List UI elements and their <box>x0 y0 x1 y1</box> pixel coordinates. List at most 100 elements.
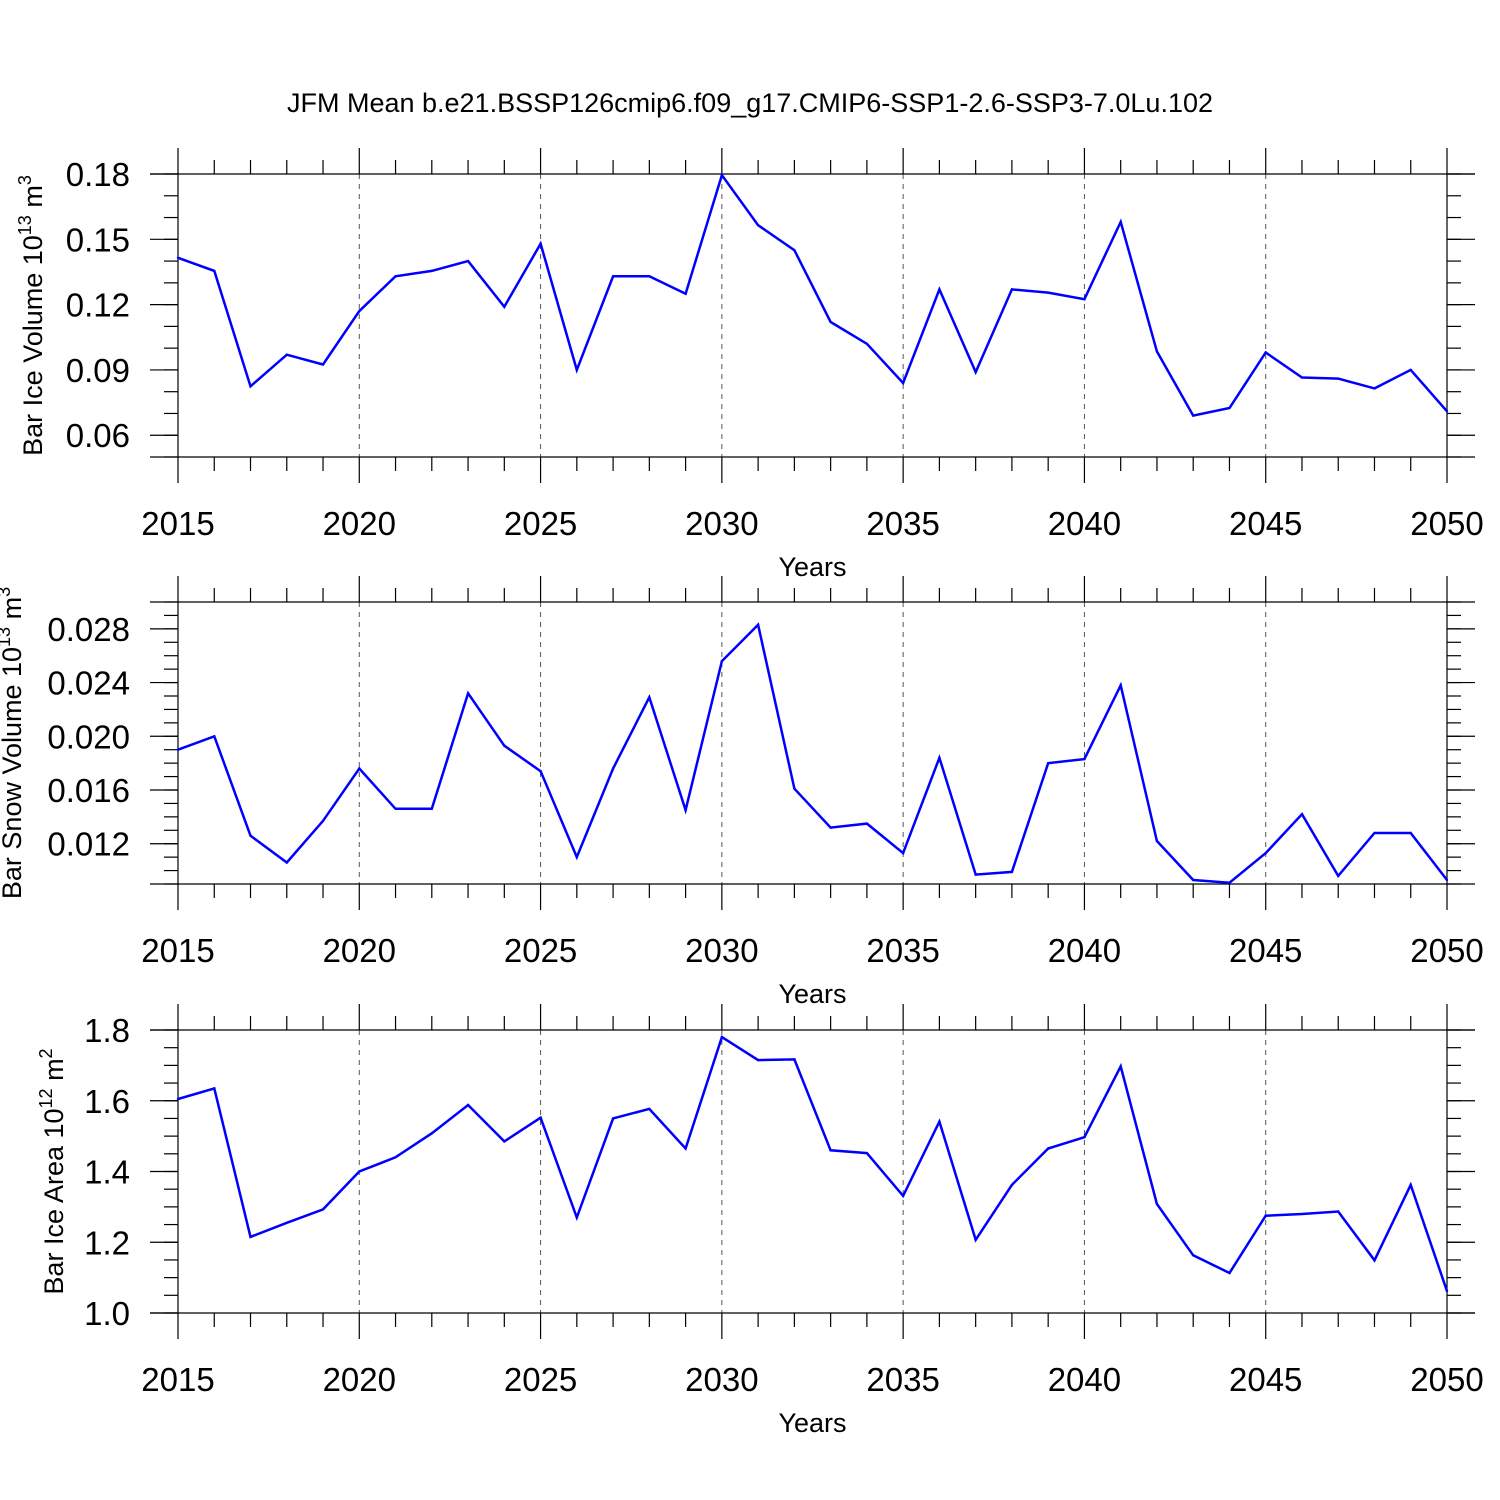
y-tick-label: 0.18 <box>66 156 130 193</box>
data-point <box>684 292 687 295</box>
data-point <box>1119 220 1122 224</box>
x-axis-title: Years <box>778 979 846 1009</box>
data-point <box>575 368 579 372</box>
data-point <box>575 855 579 859</box>
y-tick-label: 0.12 <box>66 287 130 324</box>
x-tick-label: 2035 <box>866 932 939 969</box>
data-point <box>394 275 397 278</box>
y-tick-label: 0.06 <box>66 417 130 454</box>
data-point <box>1228 1271 1231 1275</box>
x-tick-label: 2045 <box>1229 932 1302 969</box>
y-axis-title-base: Bar Snow Volume 10 <box>0 647 27 899</box>
panels: 2015 2020 2025 2030 2035 2040 2045 2050 Years 0.0… <box>0 148 1484 1438</box>
data-point <box>1228 881 1231 884</box>
x-tick-label: 2045 <box>1229 505 1302 542</box>
data-point <box>1010 1183 1014 1187</box>
x-tick-label: 2030 <box>685 932 758 969</box>
data-point <box>466 692 470 695</box>
data-point <box>1010 870 1014 874</box>
chart-panel-1: 2015 2020 2025 2030 2035 2040 2045 2050 Years 0.0… <box>15 148 1484 582</box>
data-point <box>1046 291 1050 294</box>
data-point <box>648 1107 651 1111</box>
data-point <box>358 767 361 770</box>
data-point <box>1155 839 1159 843</box>
data-point <box>466 1103 470 1107</box>
y-axis-title: Bar Ice Area 1012 m2 <box>36 1048 69 1294</box>
x-tick-label: 2045 <box>1229 1361 1302 1398</box>
data-point <box>974 873 977 876</box>
data-point <box>1445 1289 1449 1293</box>
x-tick-label: 2050 <box>1410 1361 1483 1398</box>
data-point <box>829 1149 832 1152</box>
data-point <box>539 242 542 245</box>
data-point <box>720 659 724 663</box>
y-tick-label: 0.020 <box>47 718 130 755</box>
data-point <box>756 623 760 627</box>
data-point <box>358 309 361 313</box>
series-line-bar-ice-volume <box>177 172 1448 418</box>
y-axis-title-base: Bar Ice Volume 10 <box>18 235 48 456</box>
data-point <box>321 819 325 823</box>
y-axis-title-exponent: 12 <box>36 1088 56 1108</box>
data-point <box>466 259 470 263</box>
x-tick-label: 2040 <box>1048 505 1121 542</box>
data-point <box>938 288 941 291</box>
data-point <box>720 173 724 177</box>
data-point <box>285 353 288 356</box>
x-tick-label: 2030 <box>685 505 758 542</box>
series-line-bar-snow-volume <box>177 622 1448 884</box>
data-point <box>430 269 433 273</box>
data-point <box>176 1097 180 1101</box>
y-axis-title-exponent: 13 <box>15 215 35 235</box>
y-tick-label: 0.028 <box>47 611 130 648</box>
data-point <box>394 807 397 810</box>
data-point <box>1155 350 1159 353</box>
x-tick-label: 2040 <box>1048 1361 1121 1398</box>
data-point <box>1083 757 1086 761</box>
data-point <box>793 787 796 790</box>
data-point <box>503 1140 506 1143</box>
x-tick-label: 2050 <box>1410 505 1483 542</box>
y-axis-title: Bar Ice Volume 1013 m3 <box>15 175 48 456</box>
data-point <box>1300 1212 1304 1216</box>
x-axis-title: Years <box>778 552 846 582</box>
x-tick-label: 2025 <box>504 932 577 969</box>
data-point <box>213 735 216 738</box>
y-tick-label: 0.09 <box>66 352 130 389</box>
data-point <box>901 381 905 385</box>
data-point <box>539 1116 542 1119</box>
data-point <box>176 256 180 260</box>
y-axis-title-unit: m <box>39 1058 69 1088</box>
data-point <box>1409 831 1412 835</box>
data-point <box>1337 377 1340 380</box>
data-point <box>430 807 433 810</box>
data-point <box>684 1147 687 1150</box>
data-point <box>176 748 180 751</box>
data-point <box>611 1117 615 1120</box>
x-tick-label: 2025 <box>504 505 577 542</box>
data-point <box>1192 1254 1195 1257</box>
x-tick-label: 2015 <box>141 505 214 542</box>
data-point <box>1264 851 1267 855</box>
data-point <box>720 1035 724 1039</box>
x-tick-label: 2040 <box>1048 932 1121 969</box>
data-point <box>1046 761 1050 765</box>
data-point <box>213 1087 216 1090</box>
data-point <box>249 834 252 837</box>
data-point <box>756 223 760 227</box>
figure-title: JFM Mean b.e21.BSSP126cmip6.f09_g17.CMIP… <box>287 88 1213 118</box>
x-tick-label: 2015 <box>141 1361 214 1398</box>
y-axis-title-unit: m <box>0 597 27 627</box>
data-point <box>611 275 615 278</box>
data-point <box>865 822 869 825</box>
data-point <box>503 744 506 747</box>
x-tick-label: 2025 <box>504 1361 577 1398</box>
data-point <box>1445 878 1449 882</box>
y-tick-label: 1.0 <box>84 1295 130 1332</box>
data-point <box>1337 1210 1340 1213</box>
y-axis-title-unit-exponent: 2 <box>36 1048 56 1058</box>
data-point <box>249 1235 252 1239</box>
data-point <box>1373 1259 1376 1262</box>
data-point <box>901 1194 905 1198</box>
